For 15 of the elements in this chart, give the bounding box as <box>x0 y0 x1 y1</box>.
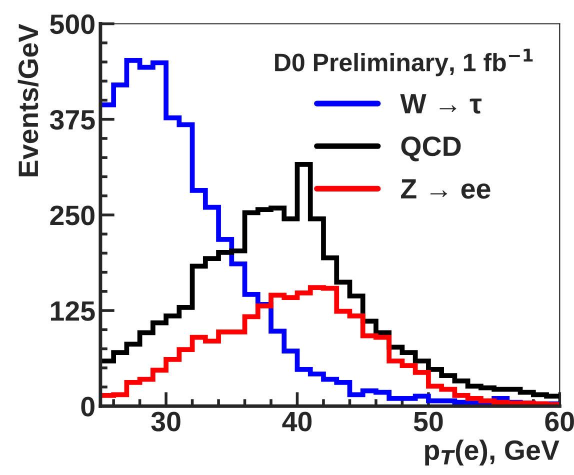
y-tick-label: 250 <box>50 206 94 226</box>
x-tick-label: 50 <box>414 412 443 432</box>
y-tick-label: 500 <box>50 14 94 34</box>
legend-title: D0 Preliminary, 1 fb$^{−1}$ <box>275 48 533 76</box>
y-tick-label: 0 <box>81 396 94 416</box>
x-tick-label: 40 <box>282 412 312 432</box>
y-tick-label: 375 <box>50 110 95 130</box>
x-tick-label: 30 <box>151 412 180 432</box>
x-axis-title: p$_{T}$(e), GeV <box>425 440 560 466</box>
legend-label: Z → ee <box>400 179 490 199</box>
y-axis-title: Events/GeV <box>18 24 38 176</box>
x-tick-label: 60 <box>545 412 574 432</box>
y-tick-label: 125 <box>50 301 95 321</box>
legend-label: QCD <box>401 136 461 162</box>
legend-label: W → τ <box>400 94 482 114</box>
